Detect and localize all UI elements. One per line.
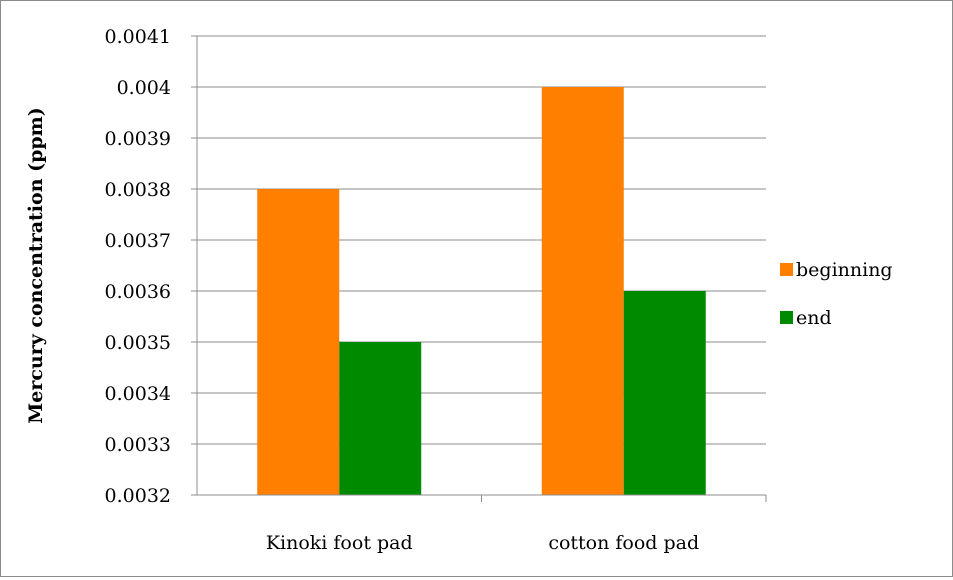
legend-label-beginning: beginning: [796, 259, 893, 281]
y-tick-label: 0.0036: [105, 281, 171, 303]
bars: [257, 87, 706, 495]
legend-label-end: end: [796, 307, 832, 329]
x-category-label: Kinoki foot pad: [266, 532, 413, 554]
y-axis-label: Mercury concentration (ppm): [25, 107, 47, 424]
y-tick-label: 0.0035: [105, 332, 171, 354]
legend-swatch-end: [780, 311, 793, 324]
x-category-label: cotton food pad: [548, 532, 699, 554]
bar-beginning: [257, 189, 340, 495]
bar-beginning: [541, 87, 624, 495]
y-tick-label: 0.0037: [105, 230, 171, 252]
bar-end: [623, 291, 706, 495]
y-tick-label: 0.004: [117, 77, 171, 99]
axes: [191, 35, 767, 502]
bar-end: [339, 342, 422, 495]
y-tick-label: 0.0038: [105, 179, 171, 201]
y-tick-label: 0.0034: [105, 383, 171, 405]
y-tick-label: 0.0033: [105, 434, 171, 456]
legend: beginning end: [780, 259, 893, 329]
x-category-labels: Kinoki foot pad cotton food pad: [266, 532, 699, 554]
y-tick-label: 0.0032: [105, 485, 171, 507]
y-tick-label: 0.0039: [105, 128, 171, 150]
legend-swatch-beginning: [780, 263, 793, 276]
y-tick-labels: 0.0032 0.0033 0.0034 0.0035 0.0036 0.0037 0.00…: [105, 26, 171, 507]
y-tick-label: 0.0041: [105, 26, 171, 48]
